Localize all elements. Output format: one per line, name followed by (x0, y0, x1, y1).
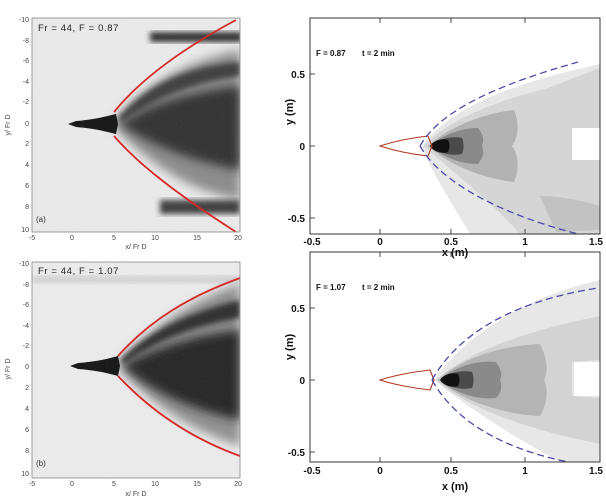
ytick-label: -10 (19, 261, 29, 268)
body-outline (378, 135, 433, 157)
simulation-panel-top: F = 0.87 t = 2 min 0.5 0 -0.5 -0.5 0 0.5… (284, 17, 603, 259)
ytick-label: 0 (299, 142, 305, 153)
ytick-label: 4 (25, 406, 29, 413)
envelope-upper (431, 287, 599, 381)
ytick-label: -2 (23, 343, 29, 350)
body-outline (378, 369, 435, 391)
ytick-label: 6 (25, 427, 29, 434)
tick-marks (310, 18, 526, 234)
xtick-label: 15 (193, 235, 201, 242)
xtick-label: 0 (377, 237, 383, 248)
ytick-label: -2 (23, 99, 29, 106)
plot-frame (309, 17, 601, 235)
experiment-panel-a: Fr = 44, F = 0.87 (a) -10 -8 -6 -4 -2 0 … (5, 17, 242, 251)
ytick-label: -4 (23, 79, 29, 86)
xtick-label: -5 (29, 235, 35, 242)
contour-white-notch (572, 128, 600, 160)
ytick-label: 6 (25, 183, 29, 190)
tick-marks (310, 252, 526, 462)
ytick-label: 0 (25, 364, 29, 371)
xtick-label: 10 (151, 481, 159, 488)
panel-label: (a) (36, 215, 46, 224)
envelope-upper (419, 61, 579, 147)
plot-frame (309, 251, 601, 463)
fit-curve-upper (117, 277, 240, 357)
xtick-label: 1 (522, 237, 528, 248)
xtick-label: -5 (29, 481, 35, 488)
fit-curve-lower (113, 135, 237, 232)
xtick-label: 0 (377, 466, 383, 477)
xtick-label: 0 (70, 235, 74, 242)
x-axis-label: x/ Fr D (126, 491, 147, 498)
contour-white-notch (574, 362, 600, 396)
contour-core (430, 139, 450, 153)
ytick-label: -4 (23, 323, 29, 330)
ytick-label: 10 (21, 471, 29, 478)
ytick-label: -0.5 (288, 214, 306, 225)
ytick-label: 0 (25, 121, 29, 128)
xtick-label: 20 (234, 235, 242, 242)
sim-title-froude: F = 0.87 (316, 49, 346, 58)
ytick-label: 0.5 (291, 70, 305, 81)
plot-frame (31, 17, 241, 233)
x-axis-label: x (m) (442, 481, 469, 493)
contour-core (440, 373, 460, 387)
fit-curve-upper (113, 19, 237, 113)
xtick-label: 1 (522, 466, 528, 477)
xtick-label: 1.5 (589, 237, 603, 248)
ytick-label: -8 (23, 38, 29, 45)
ytick-label: 2 (25, 385, 29, 392)
plot-frame (31, 261, 241, 479)
ytick-label: -6 (23, 58, 29, 65)
experiment-panel-b: Fr = 44, F = 1.07 (b) -10 -8 -6 -4 -2 0 … (5, 261, 242, 498)
xtick-label: 15 (193, 481, 201, 488)
xtick-label: 1.5 (589, 466, 603, 477)
sim-title-froude: F = 1.07 (316, 283, 346, 292)
ytick-label: -0.5 (288, 448, 306, 459)
ytick-label: 8 (25, 204, 29, 211)
panel-label: (b) (36, 459, 46, 468)
ytick-label: -10 (19, 17, 29, 24)
xtick-label: 0 (70, 481, 74, 488)
ytick-label: 0.5 (291, 304, 305, 315)
x-axis-label: x (m) (442, 247, 469, 259)
ytick-label: 4 (25, 162, 29, 169)
envelope-lower (419, 145, 579, 234)
y-axis-label: y/ Fr D (5, 115, 12, 136)
xtick-label: 10 (151, 235, 159, 242)
xtick-label: 0.5 (444, 237, 458, 248)
contour-lobe-lower (540, 196, 600, 232)
ytick-label: -8 (23, 282, 29, 289)
ytick-label: 8 (25, 448, 29, 455)
panel-title: Fr = 44, F = 0.87 (38, 23, 119, 34)
xtick-label: 0.5 (444, 466, 458, 477)
ytick-label: 10 (21, 227, 29, 234)
panel-title: Fr = 44, F = 1.07 (38, 266, 119, 277)
ytick-label: -6 (23, 302, 29, 309)
xtick-label: -0.5 (303, 237, 321, 248)
simulation-panel-bottom: F = 1.07 t = 2 min 0.5 0 -0.5 -0.5 0 0.5… (284, 251, 603, 493)
y-axis-label: y (m) (284, 99, 296, 126)
xtick-label: 5 (112, 235, 116, 242)
sim-title-time: t = 2 min (362, 283, 395, 292)
fit-curve-lower (117, 375, 240, 457)
ytick-label: 2 (25, 141, 29, 148)
x-axis-label: x/ Fr D (126, 244, 147, 251)
xtick-label: -0.5 (303, 466, 321, 477)
sim-title-time: t = 2 min (362, 49, 395, 58)
y-axis-label: y (m) (284, 334, 296, 361)
xtick-label: 5 (112, 481, 116, 488)
ytick-label: 0 (299, 376, 305, 387)
xtick-label: 20 (234, 481, 242, 488)
y-axis-label: y/ Fr D (5, 359, 12, 380)
